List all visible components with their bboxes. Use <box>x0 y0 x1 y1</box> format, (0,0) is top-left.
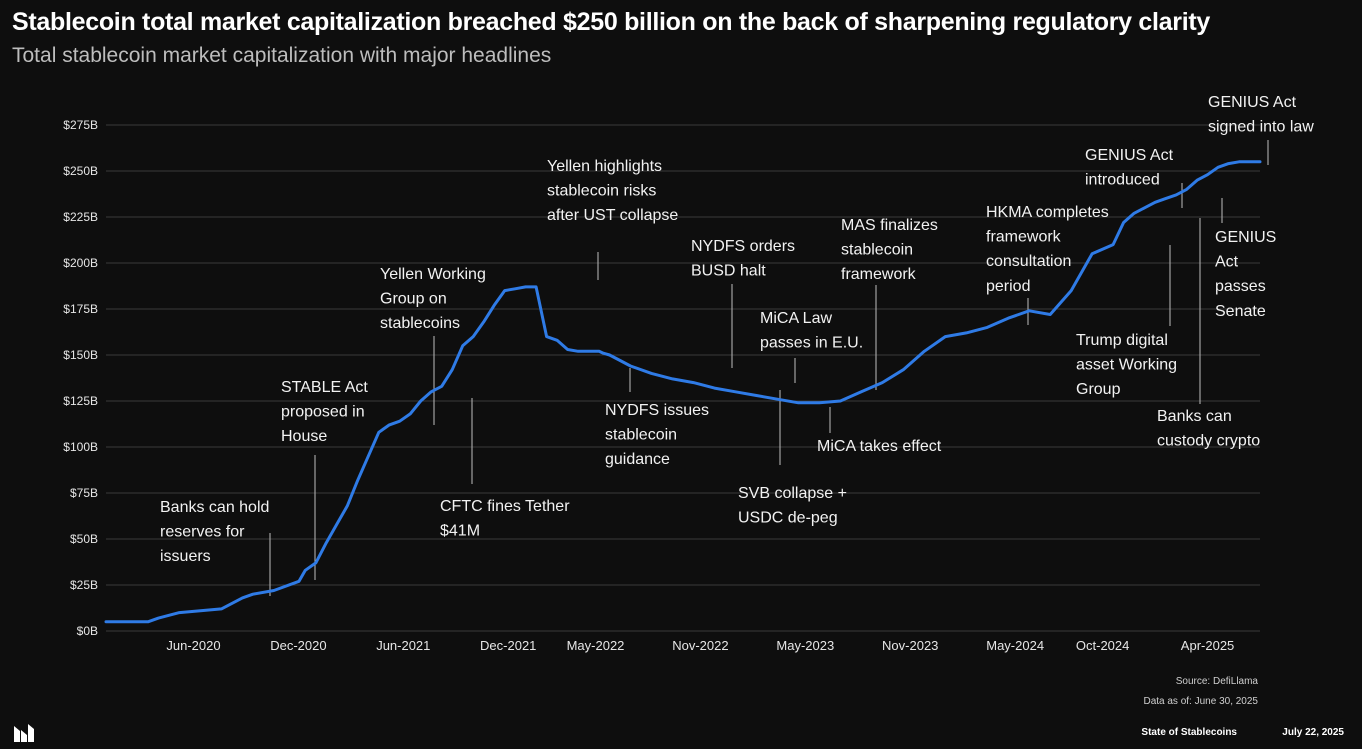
source-note: Source: DefiLlama <box>1175 676 1258 687</box>
market-cap-line <box>104 160 1262 624</box>
annotation-line: guidance <box>605 451 670 468</box>
annotation-line: after UST collapse <box>547 207 678 224</box>
headline-annotations: Banks can hold reserves for issuers STABLE … <box>160 94 1314 565</box>
gridlines <box>106 124 1260 632</box>
annotation-line: BUSD halt <box>691 263 766 280</box>
headline-annotation: GENIUS Act passes Senate <box>1215 229 1276 320</box>
annotation-line: GENIUS <box>1215 229 1276 246</box>
headline-annotation: Yellen highlights stablecoin risks after U… <box>547 158 678 224</box>
annotation-line: period <box>986 278 1030 295</box>
headline-annotation: GENIUS Act signed into law <box>1208 94 1314 136</box>
headline-annotation: Trump digital asset Working Group <box>1076 332 1177 398</box>
headline-annotation: STABLE Act proposed in House <box>281 379 368 445</box>
data-as-of-note: Data as of: June 30, 2025 <box>1143 696 1258 707</box>
annotation-line: CFTC fines Tether <box>440 498 570 515</box>
y-tick-label: $0B <box>77 624 98 638</box>
x-tick-label: Apr-2025 <box>1181 638 1234 653</box>
headline-annotation: CFTC fines Tether $41M <box>440 498 570 540</box>
x-tick-label: Jun-2020 <box>166 638 220 653</box>
annotation-line: USDC de-peg <box>738 510 838 527</box>
x-tick-label: Dec-2020 <box>270 638 326 653</box>
annotation-line: stablecoins <box>380 315 460 332</box>
annotation-line: SVB collapse + <box>738 485 847 502</box>
annotation-line: passes <box>1215 278 1266 295</box>
annotation-line: asset Working <box>1076 357 1177 374</box>
annotation-line: stablecoin <box>841 242 913 259</box>
annotation-line: MiCA takes effect <box>817 438 942 455</box>
annotation-line: MAS finalizes <box>841 217 938 234</box>
headline-annotation: GENIUS Act introduced <box>1085 147 1174 189</box>
footer-date: July 22, 2025 <box>1282 727 1344 738</box>
y-tick-label: $75B <box>70 486 98 500</box>
annotation-line: Group on <box>380 291 447 308</box>
y-tick-label: $175B <box>63 302 98 316</box>
x-tick-label: May-2022 <box>567 638 625 653</box>
headline-annotation: HKMA completes framework consultation perio… <box>986 204 1109 295</box>
page-title: Stablecoin total market capitalization b… <box>12 8 1210 36</box>
x-axis: Jun-2020 Dec-2020 Jun-2021 Dec-2021 May-2022… <box>166 638 1234 653</box>
annotation-line: proposed in <box>281 404 365 421</box>
headline-annotation: MAS finalizes stablecoin framework <box>841 217 938 283</box>
y-tick-label: $275B <box>63 118 98 132</box>
annotation-line: Group <box>1076 381 1121 398</box>
annotation-line: GENIUS Act <box>1085 147 1174 164</box>
annotation-line: introduced <box>1085 172 1160 189</box>
annotation-line: signed into law <box>1208 119 1314 136</box>
page-subtitle: Total stablecoin market capitalization w… <box>12 44 552 67</box>
annotation-line: passes in E.U. <box>760 335 863 352</box>
y-axis: $0B $25B $50B $75B $100B $125B $150B $175B $200B… <box>63 118 98 638</box>
annotation-line: MiCA Law <box>760 310 832 327</box>
headline-annotation: NYDFS orders BUSD halt <box>691 238 795 280</box>
annotation-line: Yellen highlights <box>547 158 662 175</box>
annotation-line: stablecoin risks <box>547 183 656 200</box>
y-tick-label: $225B <box>63 210 98 224</box>
annotation-line: reserves for <box>160 524 245 541</box>
annotation-line: issuers <box>160 548 211 565</box>
annotation-line: Act <box>1215 254 1239 271</box>
annotation-line: $41M <box>440 523 480 540</box>
y-tick-label: $150B <box>63 348 98 362</box>
annotation-line: Banks can hold <box>160 499 269 516</box>
x-tick-label: Oct-2024 <box>1076 638 1129 653</box>
annotation-line: stablecoin <box>605 427 677 444</box>
headline-annotation: Banks can hold reserves for issuers <box>160 499 269 565</box>
headline-annotation: SVB collapse + USDC de-peg <box>738 485 847 527</box>
y-tick-label: $125B <box>63 394 98 408</box>
y-tick-label: $25B <box>70 578 98 592</box>
y-tick-label: $250B <box>63 164 98 178</box>
annotation-line: NYDFS issues <box>605 402 709 419</box>
y-tick-label: $100B <box>63 440 98 454</box>
headline-annotation: Yellen Working Group on stablecoins <box>380 266 486 332</box>
x-tick-label: Jun-2021 <box>376 638 430 653</box>
annotation-line: framework <box>841 266 917 283</box>
headline-annotation: MiCA Law passes in E.U. <box>760 310 863 352</box>
headline-annotation: Banks can custody crypto <box>1157 408 1260 450</box>
annotation-line: Trump digital <box>1076 332 1168 349</box>
x-tick-label: Nov-2022 <box>672 638 728 653</box>
annotation-line: HKMA completes <box>986 204 1109 221</box>
headline-annotation: NYDFS issues stablecoin guidance <box>605 402 709 468</box>
annotation-line: GENIUS Act <box>1208 94 1297 111</box>
x-tick-label: May-2024 <box>986 638 1044 653</box>
annotation-line: Yellen Working <box>380 266 486 283</box>
annotation-leaders <box>269 140 1269 596</box>
x-tick-label: Dec-2021 <box>480 638 536 653</box>
annotation-line: NYDFS orders <box>691 238 795 255</box>
x-tick-label: May-2023 <box>776 638 834 653</box>
annotation-line: framework <box>986 229 1062 246</box>
y-tick-label: $50B <box>70 532 98 546</box>
annotation-line: STABLE Act <box>281 379 368 396</box>
annotation-line: House <box>281 428 327 445</box>
footer-brand: State of Stablecoins <box>1141 727 1237 738</box>
x-tick-label: Nov-2023 <box>882 638 938 653</box>
annotation-line: Senate <box>1215 303 1266 320</box>
annotation-line: consultation <box>986 253 1071 270</box>
annotation-line: custody crypto <box>1157 433 1260 450</box>
brand-logo-icon <box>14 724 34 742</box>
headline-annotation: MiCA takes effect <box>817 438 942 455</box>
y-tick-label: $200B <box>63 256 98 270</box>
annotation-line: Banks can <box>1157 408 1232 425</box>
